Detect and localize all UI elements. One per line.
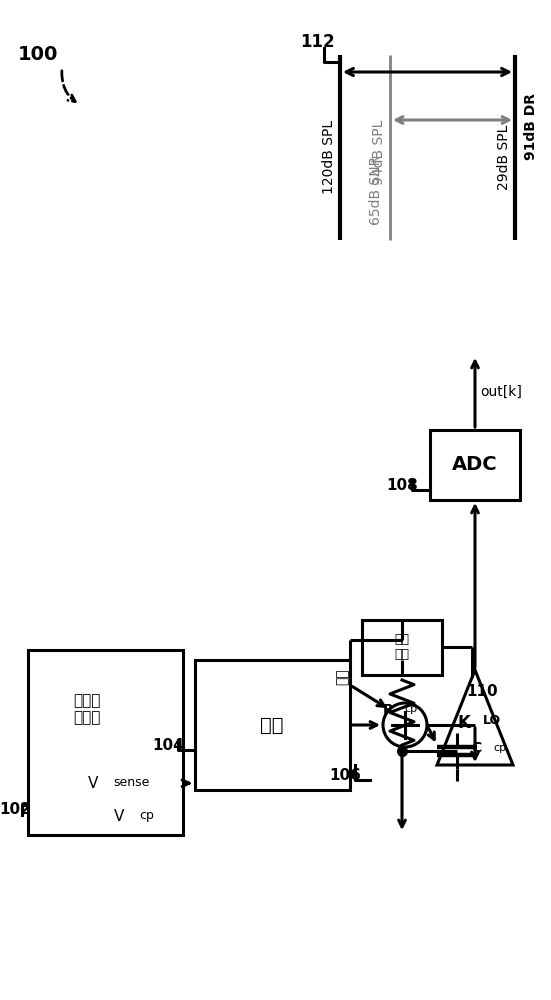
Polygon shape — [437, 670, 513, 765]
Text: out[k]: out[k] — [480, 385, 522, 399]
Circle shape — [383, 703, 427, 747]
Text: V: V — [88, 776, 98, 791]
Text: 106: 106 — [329, 768, 361, 782]
Text: 108: 108 — [386, 478, 418, 492]
Text: LO: LO — [483, 714, 501, 726]
Bar — [28, 650, 183, 835]
Text: 104: 104 — [152, 738, 184, 752]
Bar — [195, 660, 350, 790]
Text: 110: 110 — [466, 684, 498, 700]
Text: 麦克风
传感器: 麦克风 传感器 — [73, 693, 101, 725]
Text: 100: 100 — [18, 45, 58, 64]
Text: R: R — [383, 703, 394, 717]
Text: 94dB SPL: 94dB SPL — [372, 119, 386, 185]
Text: cp: cp — [493, 743, 506, 753]
Text: 29dB SPL: 29dB SPL — [497, 124, 511, 190]
Text: 电荷
电泵: 电荷 电泵 — [395, 633, 409, 661]
Text: cp: cp — [404, 704, 417, 714]
Text: 120dB SPL: 120dB SPL — [322, 120, 336, 194]
Text: 前端: 前端 — [260, 716, 284, 734]
Bar — [362, 620, 442, 675]
Text: 102: 102 — [0, 802, 31, 818]
Text: 65dB SNR: 65dB SNR — [369, 155, 383, 225]
Text: 91dB DR: 91dB DR — [524, 94, 538, 160]
Bar — [430, 430, 520, 500]
Text: ADC: ADC — [452, 456, 498, 475]
Text: sense: sense — [114, 776, 150, 789]
Text: V: V — [114, 809, 124, 824]
Text: 112: 112 — [300, 33, 334, 51]
Text: 噪声: 噪声 — [335, 669, 349, 685]
Text: K: K — [457, 714, 470, 732]
Text: cp: cp — [139, 809, 154, 822]
Text: C: C — [472, 741, 482, 755]
